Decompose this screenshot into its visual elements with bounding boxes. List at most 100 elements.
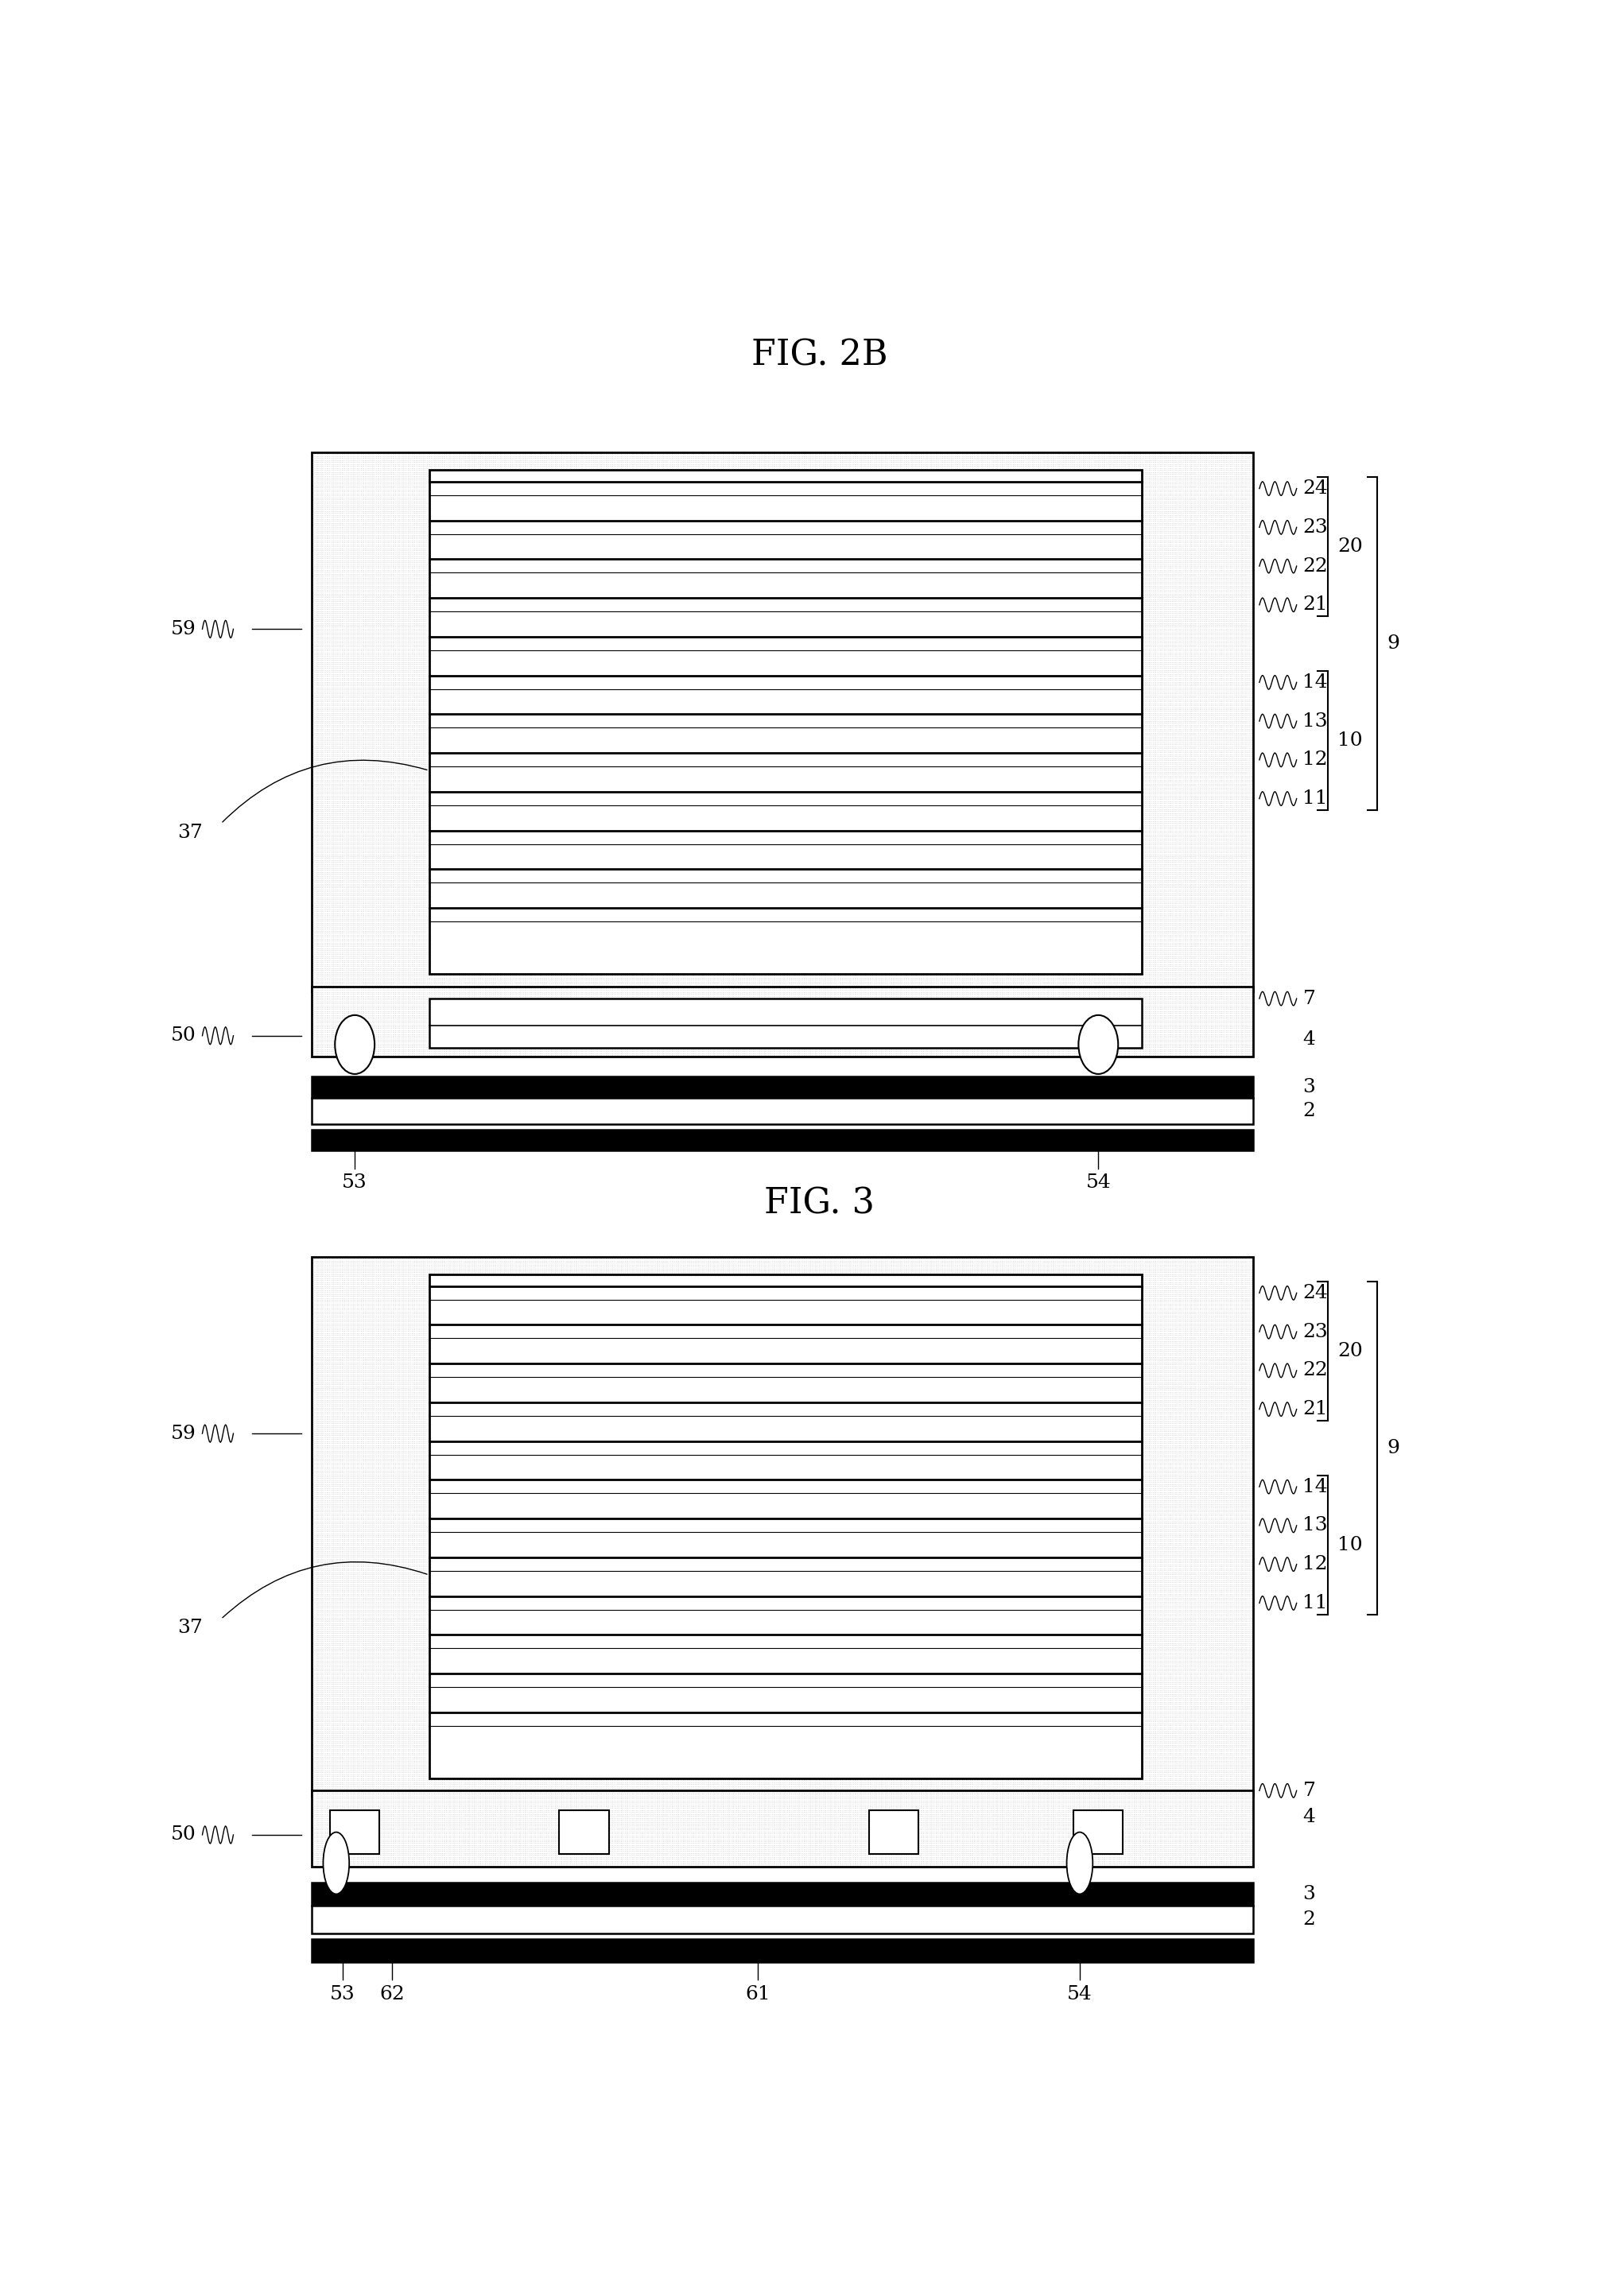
Point — [377, 1295, 403, 1332]
Point — [616, 677, 641, 714]
Point — [580, 501, 606, 537]
Point — [884, 567, 910, 604]
Point — [1020, 1506, 1046, 1543]
Point — [529, 523, 555, 560]
Point — [897, 808, 923, 845]
Point — [915, 1828, 940, 1864]
Point — [1156, 987, 1182, 1024]
Point — [454, 951, 480, 987]
Point — [524, 884, 550, 921]
Point — [371, 875, 397, 912]
Point — [899, 1846, 924, 1883]
Point — [1162, 1644, 1188, 1681]
Point — [784, 1502, 809, 1538]
Point — [979, 489, 1004, 526]
Point — [841, 475, 867, 512]
Point — [815, 1541, 841, 1577]
Point — [716, 1270, 742, 1306]
Point — [769, 806, 795, 843]
Point — [891, 1642, 916, 1678]
Point — [616, 546, 641, 583]
Point — [966, 604, 991, 641]
Point — [1108, 1483, 1134, 1520]
Point — [571, 1339, 596, 1375]
Point — [576, 992, 601, 1029]
Point — [435, 576, 461, 613]
Point — [745, 810, 771, 847]
Point — [811, 967, 836, 1003]
Point — [929, 1249, 955, 1286]
Point — [616, 843, 641, 879]
Point — [350, 1410, 376, 1446]
Point — [1086, 1720, 1111, 1756]
Point — [1201, 737, 1226, 774]
Point — [684, 1729, 710, 1766]
Point — [510, 723, 536, 760]
Point — [1214, 856, 1239, 893]
Point — [1110, 1832, 1135, 1869]
Point — [572, 1828, 598, 1864]
Point — [582, 1628, 608, 1665]
Point — [310, 696, 336, 732]
Point — [595, 1244, 620, 1281]
Point — [1007, 918, 1033, 955]
Point — [1086, 969, 1111, 1006]
Point — [301, 1019, 326, 1056]
Point — [1105, 776, 1130, 813]
Point — [1151, 776, 1177, 813]
Point — [470, 875, 496, 912]
Point — [633, 774, 659, 810]
Point — [424, 652, 449, 689]
Point — [309, 1290, 334, 1327]
Point — [638, 1499, 664, 1536]
Point — [1135, 1839, 1161, 1876]
Point — [800, 1699, 825, 1736]
Point — [790, 705, 815, 742]
Point — [939, 1254, 964, 1290]
Point — [1009, 503, 1035, 540]
Point — [900, 987, 926, 1024]
Point — [919, 852, 945, 889]
Point — [545, 1283, 571, 1320]
Point — [1017, 1024, 1043, 1061]
Point — [564, 611, 590, 647]
Point — [1236, 664, 1262, 700]
Point — [422, 680, 448, 716]
Point — [592, 709, 617, 746]
Point — [1079, 666, 1105, 703]
Point — [516, 1727, 542, 1763]
Point — [847, 1795, 873, 1832]
Point — [950, 707, 975, 744]
Point — [313, 1453, 339, 1490]
Point — [672, 1463, 697, 1499]
Point — [758, 1384, 784, 1421]
Point — [478, 875, 504, 912]
Point — [529, 1336, 555, 1373]
Point — [563, 1261, 588, 1297]
Point — [1091, 762, 1116, 799]
Point — [301, 1568, 326, 1605]
Point — [660, 1665, 686, 1701]
Point — [971, 468, 996, 505]
Point — [731, 1283, 756, 1320]
Point — [664, 1428, 689, 1465]
Point — [899, 551, 924, 588]
Point — [959, 1035, 985, 1072]
Point — [870, 1024, 895, 1061]
Point — [900, 1756, 926, 1793]
Point — [819, 1676, 844, 1713]
Point — [553, 1316, 579, 1352]
Point — [884, 1733, 910, 1770]
Point — [1017, 1249, 1043, 1286]
Point — [534, 1676, 560, 1713]
Point — [921, 590, 947, 627]
Point — [633, 1442, 659, 1479]
Point — [910, 693, 935, 730]
Point — [736, 611, 761, 647]
Point — [940, 1371, 966, 1407]
Point — [540, 923, 566, 960]
Point — [1142, 450, 1167, 487]
Point — [430, 1761, 456, 1798]
Point — [1025, 588, 1051, 625]
Point — [1180, 1297, 1206, 1334]
